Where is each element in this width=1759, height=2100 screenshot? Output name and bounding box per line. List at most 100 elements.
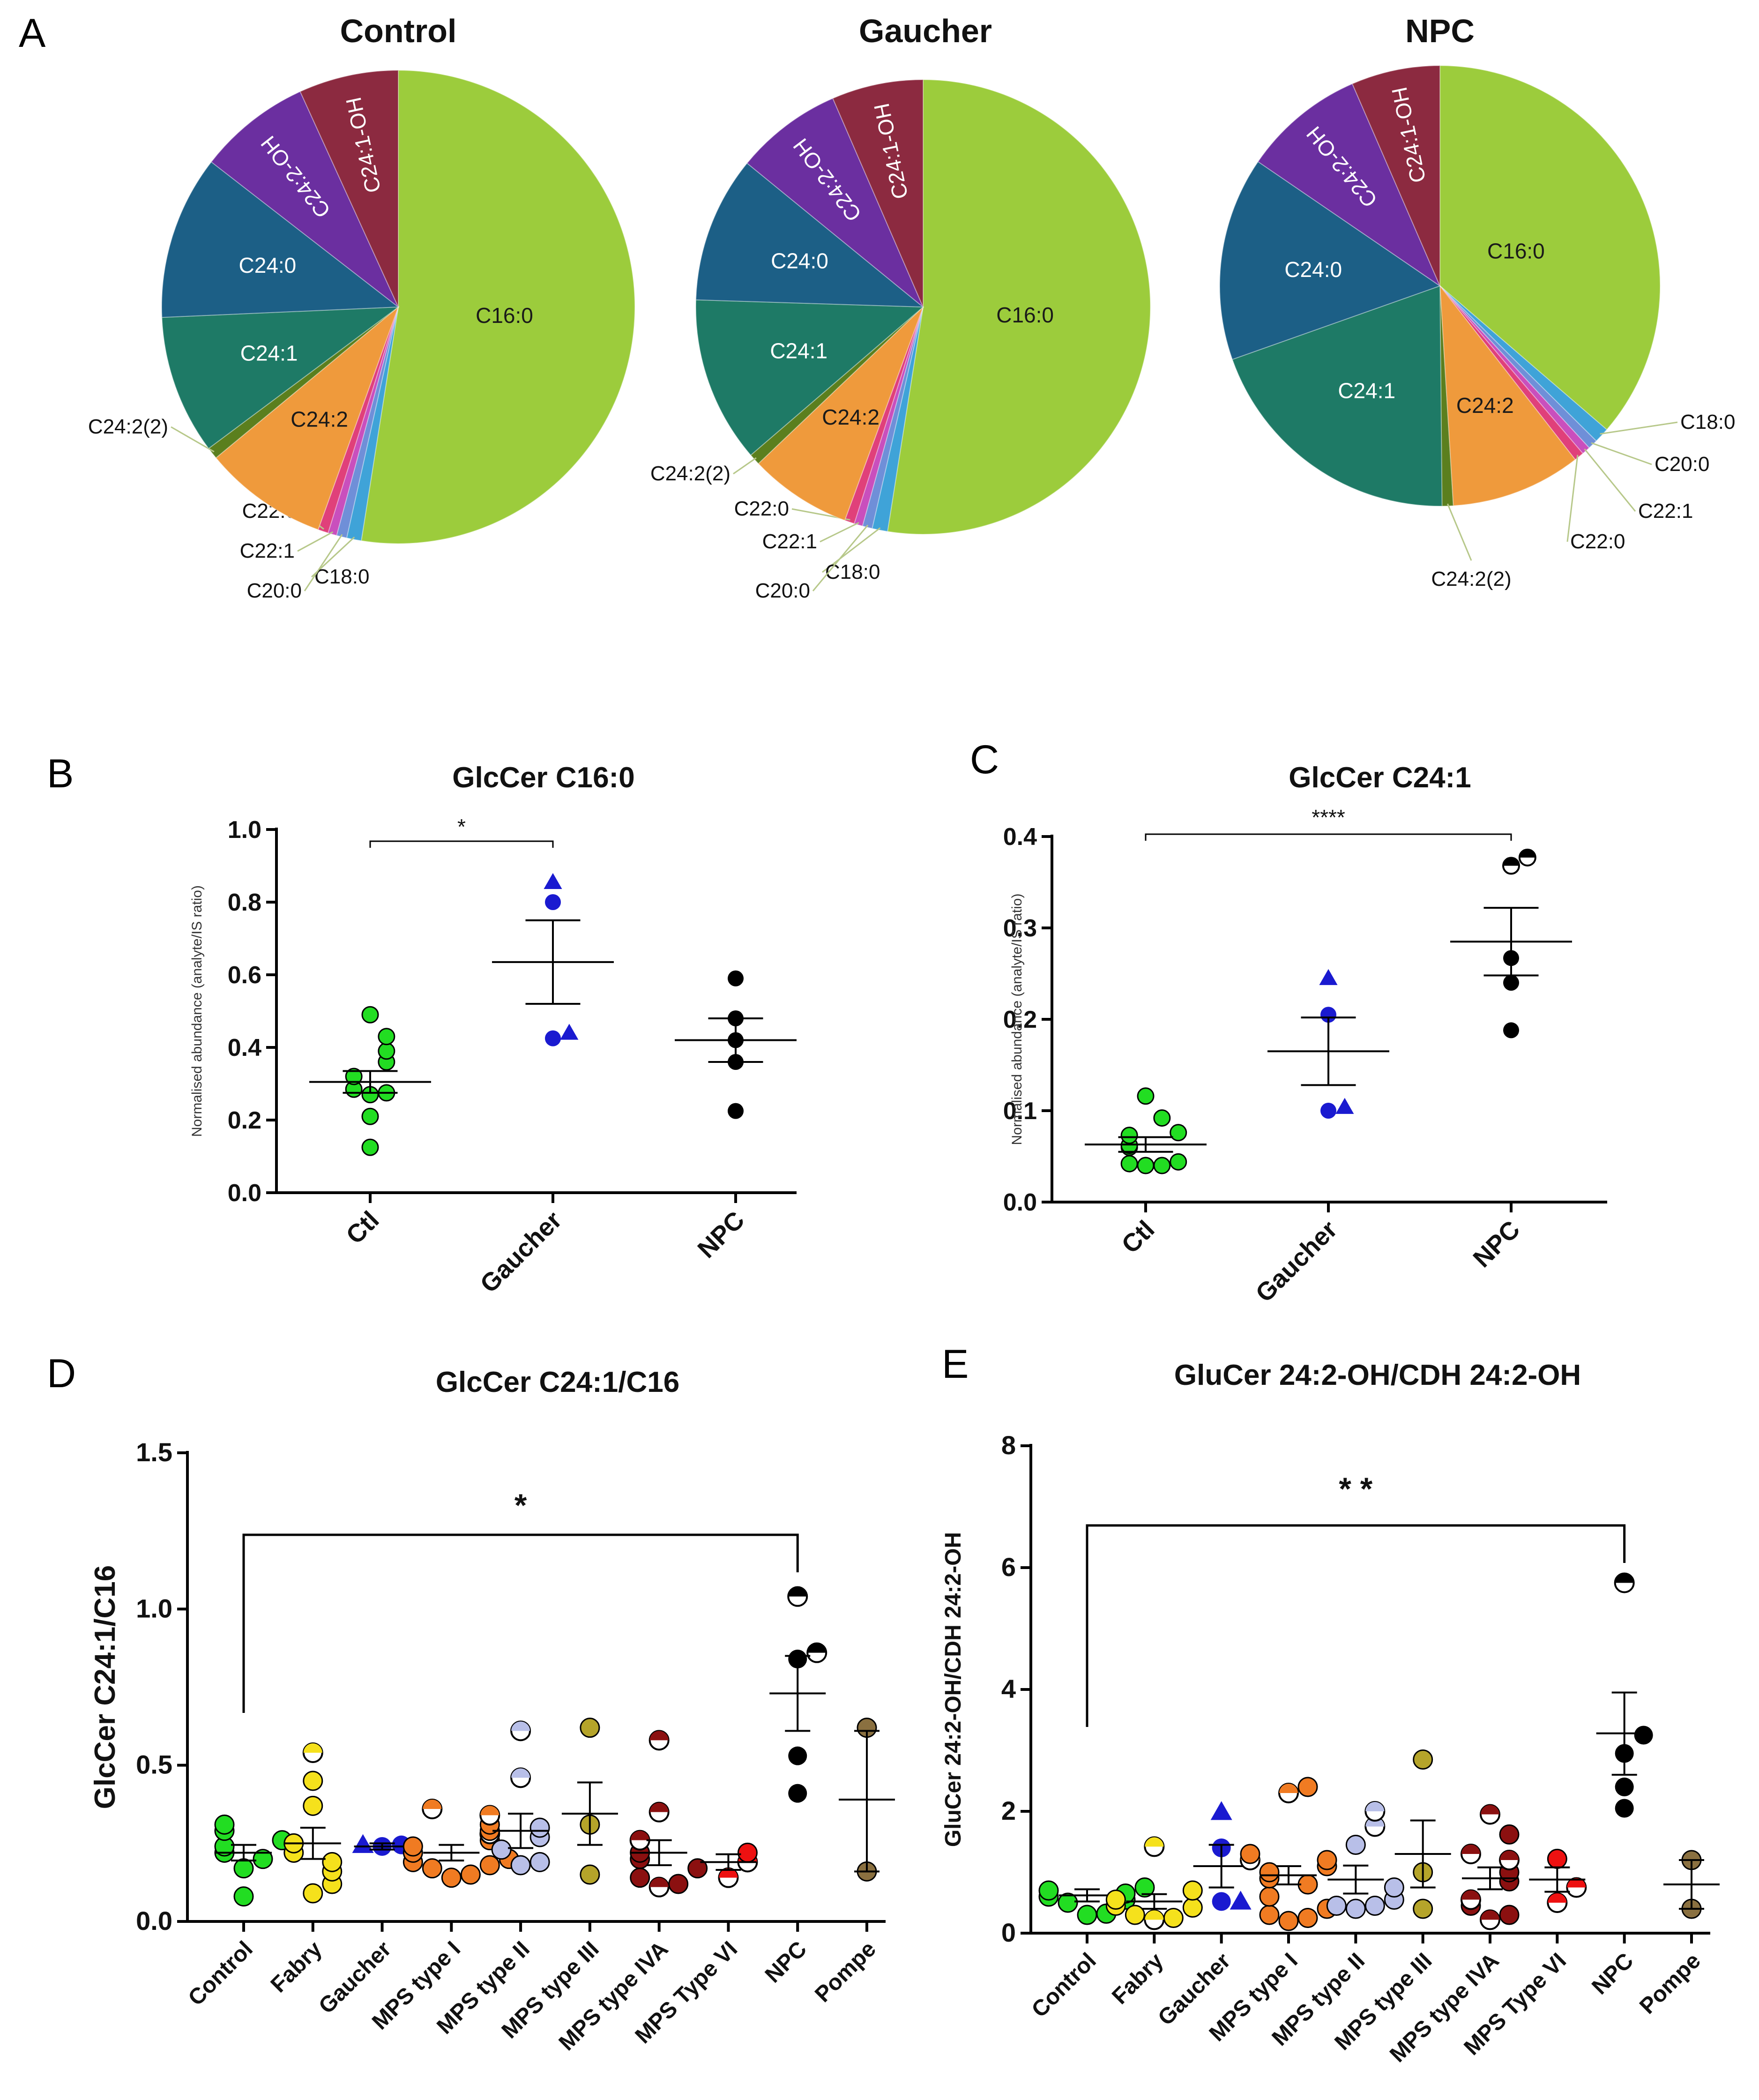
pie-slice-c24-0: [695, 162, 924, 308]
data-point-half-fill: [1461, 1845, 1480, 1854]
data-point-triangle: [1230, 1891, 1252, 1910]
data-point-triangle: [560, 1024, 579, 1040]
panel-letter-a: A: [19, 11, 46, 56]
significance-label: * *: [1339, 1471, 1372, 1507]
data-point: [1320, 1007, 1336, 1023]
data-point: [1212, 1892, 1231, 1911]
pie-leader-line: [297, 531, 334, 552]
significance-label: *: [514, 1487, 527, 1523]
data-point: [1125, 1905, 1145, 1925]
pie-slice-c24-1-oh: [1351, 65, 1440, 286]
y-tick-label: 0.4: [1003, 823, 1037, 851]
pie-slice-label: C18:0: [825, 560, 880, 583]
pie-leader-line: [1566, 455, 1579, 542]
data-point-half-fill: [423, 1800, 442, 1809]
data-point: [491, 1839, 512, 1860]
y-tick-label: 0.4: [228, 1034, 261, 1061]
y-tick-label: 0.2: [228, 1107, 261, 1134]
pie-slice-c24-0: [161, 161, 400, 318]
pie-slice-label: C24:2(2): [88, 415, 168, 438]
y-tick-label: 8: [1001, 1430, 1016, 1460]
pie-slice-label: C24:1: [770, 339, 827, 363]
pie-leader-line: [1584, 448, 1636, 512]
data-point: [1499, 1824, 1520, 1845]
data-point: [1163, 1908, 1184, 1928]
data-point-half-fill: [1481, 1910, 1499, 1920]
data-point-half-fill: [649, 1802, 669, 1812]
data-point: [361, 1138, 379, 1156]
data-point-triangle: [1319, 969, 1338, 985]
data-point-triangle: [352, 1834, 374, 1853]
data-point: [322, 1852, 343, 1872]
y-tick-label: 1.5: [136, 1437, 172, 1467]
data-point-triangle: [1210, 1801, 1232, 1820]
pie-slice-label: C24:0: [239, 253, 297, 277]
data-point: [545, 1030, 561, 1046]
data-point: [1503, 975, 1519, 991]
y-tick-label: 0.0: [136, 1906, 172, 1936]
chart-title: GlcCer C24:1/C16: [436, 1366, 679, 1398]
pie-leader-line: [733, 457, 757, 475]
pie-slice-label: C24:2: [822, 405, 880, 429]
pie-slice-c20-0: [1439, 285, 1597, 449]
pie-slice-label: C24:2: [1456, 393, 1514, 418]
data-point: [1182, 1880, 1203, 1901]
data-point: [580, 1718, 600, 1738]
data-point: [1326, 1896, 1347, 1916]
pie-leader-line: [1447, 503, 1472, 561]
pie-slice-c20-0: [336, 306, 399, 538]
pie-leader-line: [822, 527, 881, 573]
data-point: [361, 1107, 379, 1125]
pie-slice-label: C24:2(2): [650, 462, 730, 485]
data-point: [529, 1852, 550, 1872]
pie-slice-label: C24:1: [240, 341, 298, 365]
data-point-triangle: [1335, 1098, 1354, 1114]
data-point: [529, 1817, 550, 1838]
data-point-half-fill: [1145, 1910, 1164, 1920]
significance-bracket: [1145, 833, 1512, 841]
data-point: [1105, 1890, 1126, 1910]
panel-letter-d: D: [47, 1351, 76, 1396]
y-tick-label: 0.6: [228, 962, 261, 989]
y-axis-label: Normalised abundance (analyte/IS ratio): [1009, 894, 1025, 1145]
pie-slice-c24-2-oh: [1257, 83, 1441, 287]
data-point: [1384, 1877, 1404, 1898]
pie-slice-label: C20:0: [247, 579, 302, 602]
pie-slice-c24-2: [758, 306, 924, 521]
data-point: [361, 1006, 379, 1024]
pie-slice-label: C24:0: [1284, 257, 1342, 282]
data-point: [1503, 1022, 1519, 1039]
significance-bracket: [242, 1533, 799, 1713]
pie-slice-c22-0: [1439, 285, 1584, 461]
pie-slice-c24-2: [1439, 284, 1576, 507]
y-tick-label: 0.3: [1003, 915, 1037, 942]
data-point: [668, 1874, 689, 1894]
data-point: [1170, 1153, 1187, 1171]
pie-title: NPC: [1405, 13, 1475, 49]
pie-slice-label: C24:1: [1338, 378, 1395, 403]
y-tick-label: 0.5: [136, 1750, 172, 1779]
pie-slice-c18-0: [1439, 285, 1608, 442]
data-point-half-fill: [788, 1587, 807, 1597]
data-point: [1278, 1911, 1299, 1931]
data-point: [1259, 1862, 1280, 1883]
pie-leader-line: [1591, 442, 1652, 465]
pie-leader-line: [820, 522, 859, 543]
data-point: [1153, 1157, 1171, 1174]
data-point-half-fill: [511, 1721, 530, 1731]
data-point: [460, 1864, 481, 1885]
data-point-half-fill: [1481, 1805, 1499, 1815]
pie-slice-c18-0: [346, 306, 399, 541]
y-tick-label: 0.1: [1003, 1098, 1037, 1125]
pie-slice-label: C22:1: [240, 539, 295, 562]
pie-slice-label: C16:0: [1487, 239, 1545, 263]
pie-slice-c24-2-2: [1439, 285, 1454, 507]
data-point: [737, 1842, 758, 1863]
pie-leader-line: [1600, 421, 1678, 435]
pie-slice-c22-1: [327, 306, 399, 536]
data-point-half-fill: [1145, 1837, 1164, 1847]
data-point: [1120, 1127, 1138, 1144]
y-tick-label: 1.0: [136, 1593, 172, 1623]
data-point: [1345, 1835, 1366, 1855]
pie-slice-c22-0: [844, 306, 924, 524]
